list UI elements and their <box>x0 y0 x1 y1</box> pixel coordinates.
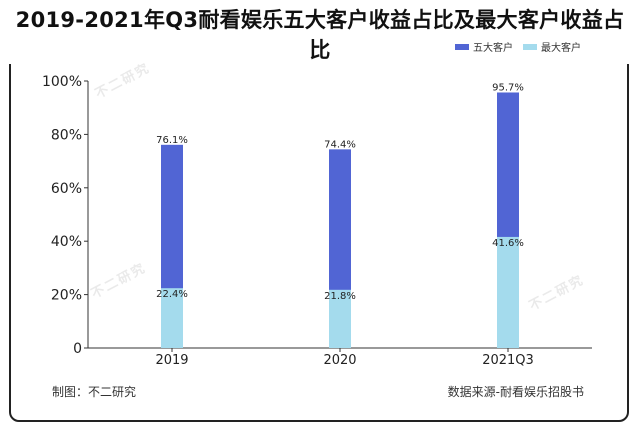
data-label-largest: 41.6% <box>492 238 524 249</box>
bar-largest-2019 <box>161 288 183 348</box>
legend-swatch-largest <box>523 44 537 50</box>
title-wrap: 2019-2021年Q3耐看娱乐五大客户收益占比及最大客户收益占比 <box>0 4 640 64</box>
footer-source: 数据来源-耐看娱乐招股书 <box>447 385 584 399</box>
x-tick-label: 2021Q3 <box>482 353 534 368</box>
legend-swatch-top5 <box>455 44 469 50</box>
y-tick-label: 20% <box>51 288 82 304</box>
x-tick-label: 2020 <box>323 353 356 368</box>
footer-credit: 制图：不二研究 <box>52 385 137 399</box>
data-label-top5: 95.7% <box>492 82 524 93</box>
x-tick-label: 2019 <box>155 353 188 368</box>
y-tick-label: 80% <box>51 127 82 143</box>
data-label-largest: 21.8% <box>324 291 356 302</box>
data-label-top5: 76.1% <box>156 135 188 146</box>
chart-title: 2019-2021年Q3耐看娱乐五大客户收益占比及最大客户收益占比 <box>0 4 640 64</box>
y-tick-label: 0 <box>73 341 82 357</box>
bar-largest-2021Q3 <box>497 236 519 348</box>
legend-label-largest: 最大客户 <box>541 41 581 54</box>
bar-largest-2020 <box>329 289 351 348</box>
y-tick-label: 60% <box>51 181 82 197</box>
y-tick-label: 100% <box>42 74 82 90</box>
data-label-top5: 74.4% <box>324 139 356 150</box>
y-tick-label: 40% <box>51 234 82 250</box>
legend-label-top5: 五大客户 <box>473 41 513 54</box>
data-label-largest: 22.4% <box>156 289 188 300</box>
